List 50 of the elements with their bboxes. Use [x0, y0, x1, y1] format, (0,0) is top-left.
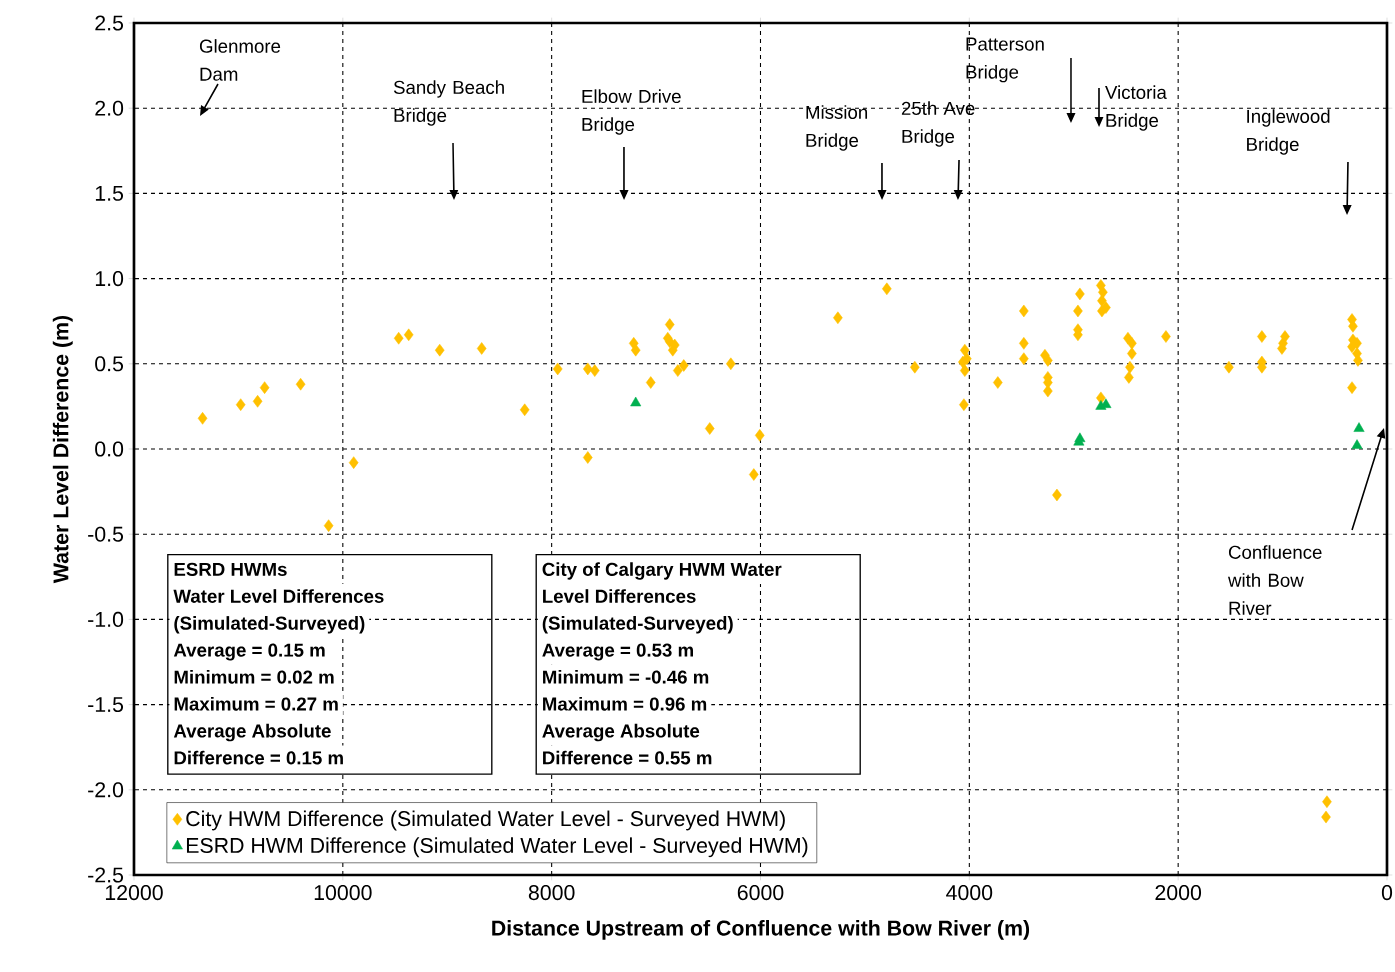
annotation: Maximum = 0.27 m	[174, 696, 338, 711]
annotation: Minimum = -0.46 m	[543, 669, 709, 684]
x-tick-label: 0	[1381, 885, 1393, 901]
y-tick-label: -2.5	[88, 867, 124, 883]
y-tick-label: 1.0	[95, 271, 124, 287]
annotation: Patterson Bridge	[966, 37, 1044, 83]
point	[1353, 422, 1365, 432]
annotation: Average Absolute	[173, 723, 331, 742]
y-tick-label: 0.0	[95, 441, 124, 457]
annotation: ESRD HWMs	[174, 562, 287, 576]
y-axis-title: Water Level Difference (m)	[52, 315, 73, 584]
annotation: Mission Bridge	[806, 105, 868, 151]
x-axis-title: Distance Upstream of Confluence with Bow River (m)	[492, 919, 1030, 940]
annotation: Maximum = 0.96 m	[543, 696, 707, 711]
annotation: Water Level Differences	[173, 589, 384, 603]
annotation: Average = 0.53 m	[542, 643, 693, 661]
annotation: Confluence with Bow River	[1227, 545, 1322, 615]
x-tick-label: 10000	[314, 885, 372, 901]
annotation: Victoria Bridge	[1105, 85, 1167, 131]
annotation: 25th Ave Bridge	[901, 101, 975, 147]
legend-label: ESRD HWM Difference (Simulated Water Level - Surveyed HWM)	[186, 837, 808, 858]
annotation: (Simulated-Surveyed)	[174, 616, 365, 634]
annotation: Inglewood Bridge	[1247, 109, 1330, 155]
annotation: (Simulated-Surveyed)	[542, 616, 733, 634]
legend-label: City HWM Difference (Simulated Water Level - Surveyed HWM)	[186, 810, 785, 831]
annotation: Level Differences	[543, 589, 696, 603]
annotation: Glenmore Dam	[199, 39, 281, 81]
x-tick-label: 8000	[528, 885, 575, 901]
annotation: Sandy Beach Bridge	[393, 80, 504, 126]
y-tick-label: 2.0	[95, 100, 124, 116]
x-tick-label: 4000	[946, 885, 993, 901]
y-tick-label: 0.5	[95, 356, 124, 372]
y-tick-label: 1.5	[95, 185, 124, 201]
y-tick-label: 2.5	[95, 15, 124, 31]
annotation: Average Absolute	[542, 723, 700, 742]
annotation: Elbow Drive Bridge	[582, 89, 681, 135]
point	[630, 396, 642, 407]
annotation: Difference = 0.55 m	[543, 750, 712, 765]
y-tick-label: -2.0	[88, 782, 124, 798]
x-tick-label: 6000	[737, 885, 784, 901]
annotation: Difference = 0.15 m	[174, 750, 343, 765]
point	[1351, 439, 1363, 449]
y-tick-label: -1.0	[88, 611, 124, 627]
annotation: Average = 0.15 m	[173, 643, 325, 661]
annotation: Minimum = 0.02 m	[174, 669, 334, 684]
annotation: City of Calgary HWM Water	[542, 562, 782, 580]
x-tick-label: 12000	[105, 885, 163, 901]
x-tick-label: 2000	[1155, 885, 1202, 901]
y-tick-label: -0.5	[88, 526, 124, 542]
y-tick-label: -1.5	[88, 697, 124, 713]
